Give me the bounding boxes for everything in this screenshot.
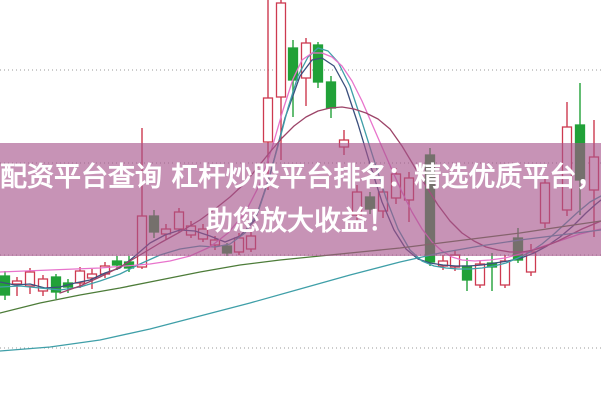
candle-body [37, 278, 49, 292]
candle-body [275, 2, 287, 98]
candle-body [461, 265, 473, 281]
candle-body [437, 260, 449, 267]
candle-body [325, 81, 337, 109]
candle-body [474, 263, 486, 286]
candle-body [74, 270, 86, 284]
ma-magenta [0, 52, 601, 273]
headline-banner: 配资平台查询 杠杆炒股平台排名：精选优质平台， 助您放大收益！ [0, 143, 601, 256]
candle-body [24, 271, 36, 287]
candle-body [312, 44, 324, 83]
candle-body [262, 97, 274, 143]
candle-body [86, 273, 98, 279]
candle-body [0, 275, 11, 296]
candle-body [11, 280, 23, 285]
headline-line-2: 助您放大收益！ [206, 205, 395, 237]
candle-body [111, 260, 123, 266]
candle-body [50, 276, 62, 293]
headline-line-1: 配资平台查询 杠杆炒股平台排名：精选优质平台， [0, 161, 601, 193]
candle-body [287, 47, 299, 81]
